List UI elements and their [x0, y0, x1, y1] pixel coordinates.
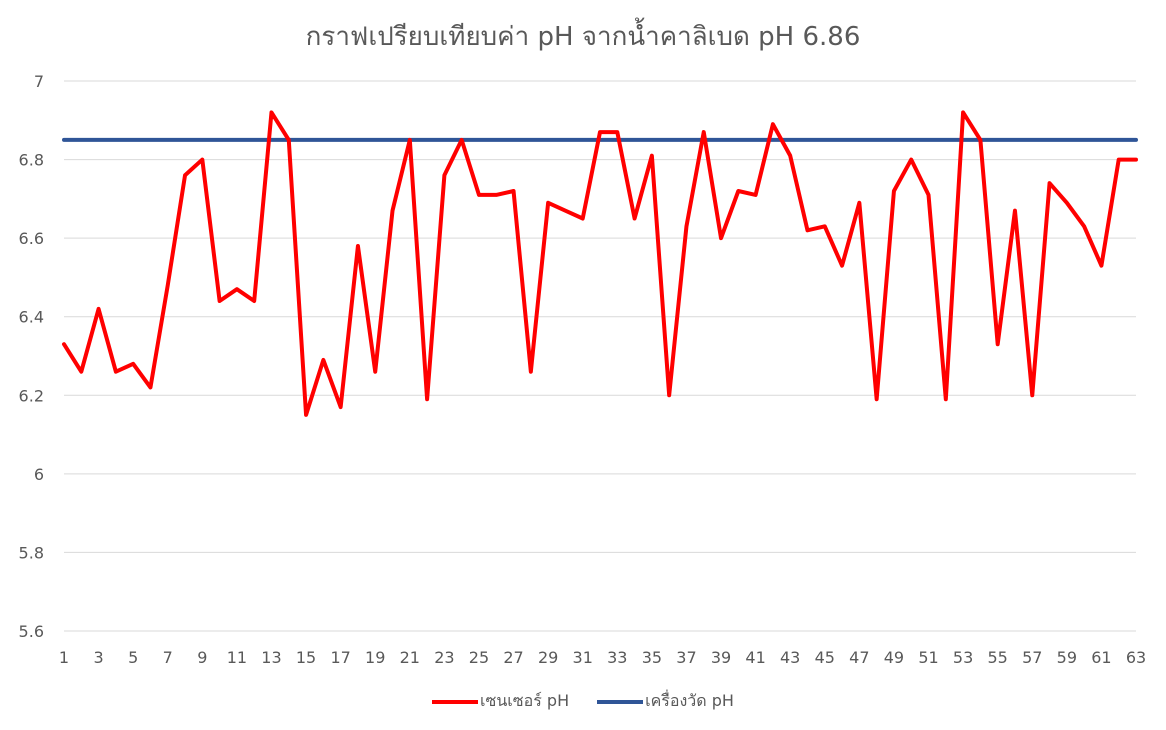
x-tick-label: 49	[884, 648, 904, 667]
x-tick-label: 29	[538, 648, 558, 667]
x-tick-label: 21	[400, 648, 420, 667]
x-tick-label: 9	[197, 648, 207, 667]
series-lines	[62, 110, 1138, 417]
x-tick-label: 15	[296, 648, 316, 667]
gridlines	[64, 80, 1136, 632]
x-tick-label: 37	[676, 648, 696, 667]
x-tick-label: 47	[849, 648, 869, 667]
series-line-sensor	[62, 110, 1138, 417]
y-tick-label: 6.4	[19, 308, 44, 327]
legend-swatch-meter	[597, 699, 644, 704]
x-tick-label: 57	[1022, 648, 1042, 667]
x-tick-label: 19	[365, 648, 385, 667]
x-tick-label: 63	[1126, 648, 1146, 667]
chart-title: กราฟเปรียบเทียบค่า pH จากน้ำคาลิเบด pH 6…	[305, 22, 861, 52]
x-tick-label: 3	[93, 648, 103, 667]
legend-label-meter: เครื่องวัด pH	[645, 691, 734, 710]
x-tick-label: 27	[503, 648, 523, 667]
x-tick-label: 45	[815, 648, 835, 667]
x-tick-label: 43	[780, 648, 800, 667]
x-tick-label: 41	[745, 648, 765, 667]
y-tick-label: 6.2	[19, 386, 44, 405]
x-tick-label: 13	[261, 648, 281, 667]
legend-item-sensor[interactable]: เซนเซอร์ pH	[432, 689, 569, 714]
y-tick-label: 7	[34, 72, 44, 91]
legend-label-sensor: เซนเซอร์ pH	[480, 691, 570, 710]
x-tick-label: 59	[1057, 648, 1077, 667]
y-tick-label: 6	[34, 465, 44, 484]
legend-item-meter[interactable]: เครื่องวัด pH	[597, 689, 734, 714]
x-tick-label: 55	[987, 648, 1007, 667]
x-tick-label: 61	[1091, 648, 1111, 667]
y-tick-label: 6.6	[19, 229, 44, 248]
x-tick-label: 23	[434, 648, 454, 667]
x-tick-label: 31	[573, 648, 593, 667]
x-tick-label: 39	[711, 648, 731, 667]
legend-swatch-sensor	[432, 699, 479, 704]
y-tick-label: 6.8	[19, 151, 44, 170]
x-tick-label: 33	[607, 648, 627, 667]
y-tick-label: 5.6	[19, 622, 44, 641]
x-tick-label: 25	[469, 648, 489, 667]
x-tick-label: 5	[128, 648, 138, 667]
x-tick-label: 11	[227, 648, 247, 667]
x-tick-label: 35	[642, 648, 662, 667]
x-tick-label: 51	[918, 648, 938, 667]
x-tick-label: 53	[953, 648, 973, 667]
x-axis-ticks: 1 3 5 7 9 11 13 15 17 19 21 23 25 27 29 31 33 35 37 39 41 43 4…	[59, 648, 1146, 667]
y-tick-label: 5.8	[19, 543, 44, 562]
y-axis-ticks: 5.6 5.8 6 6.2 6.4 6.6 6.8 7	[19, 72, 44, 641]
x-tick-label: 1	[59, 648, 69, 667]
x-tick-label: 7	[163, 648, 173, 667]
legend: เซนเซอร์ pH เครื่องวัด pH	[0, 689, 1166, 714]
x-tick-label: 17	[330, 648, 350, 667]
